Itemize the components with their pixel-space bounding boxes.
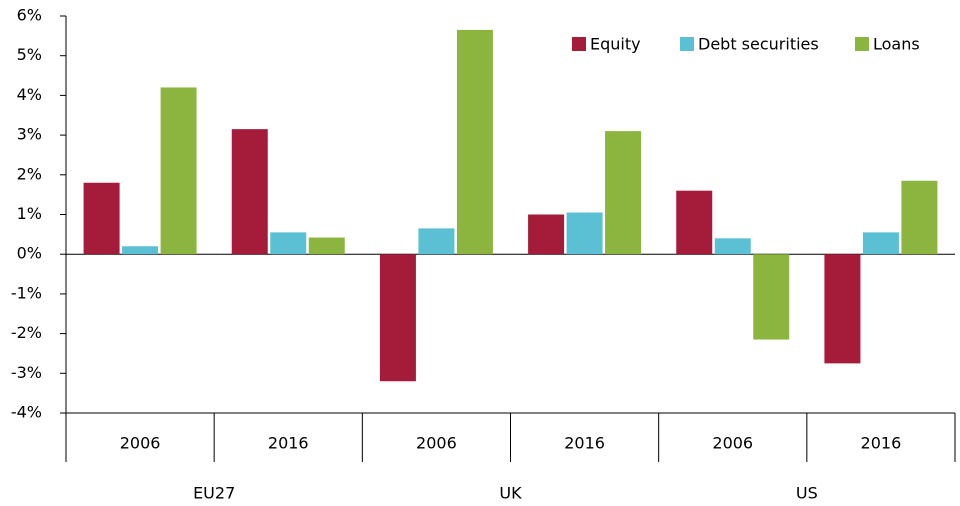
legend-swatch bbox=[572, 37, 586, 51]
y-tick-label: 2% bbox=[17, 164, 42, 183]
legend-label: Equity bbox=[590, 35, 641, 54]
bar bbox=[862, 232, 899, 255]
bar bbox=[379, 254, 416, 382]
bar bbox=[605, 131, 642, 255]
bar bbox=[528, 214, 565, 255]
group-label: UK bbox=[499, 484, 522, 503]
x-tick-label: 2006 bbox=[416, 434, 457, 453]
bar bbox=[456, 29, 493, 255]
bar bbox=[753, 254, 790, 340]
y-tick-label: 5% bbox=[17, 45, 42, 64]
y-tick-label: -4% bbox=[11, 403, 42, 422]
bar bbox=[566, 212, 603, 255]
bar bbox=[418, 228, 455, 255]
x-tick-label: 2016 bbox=[861, 434, 902, 453]
y-tick-label: -1% bbox=[11, 283, 42, 302]
x-tick-label: 2016 bbox=[268, 434, 309, 453]
bar bbox=[83, 182, 120, 255]
legend-label: Debt securities bbox=[698, 35, 819, 54]
y-tick-label: 4% bbox=[17, 85, 42, 104]
legend-swatch bbox=[855, 37, 869, 51]
x-tick-label: 2006 bbox=[120, 434, 161, 453]
x-tick-label: 2006 bbox=[712, 434, 753, 453]
bar bbox=[270, 232, 307, 255]
y-tick-label: 0% bbox=[17, 244, 42, 263]
y-tick-label: -3% bbox=[11, 363, 42, 382]
group-label: EU27 bbox=[193, 484, 235, 503]
bar bbox=[122, 246, 159, 255]
y-tick-label: 1% bbox=[17, 204, 42, 223]
bar bbox=[901, 180, 938, 255]
bar bbox=[160, 87, 197, 255]
y-tick-label: 3% bbox=[17, 125, 42, 144]
bar bbox=[676, 190, 713, 255]
y-tick-label: -2% bbox=[11, 323, 42, 342]
bar bbox=[714, 238, 751, 255]
x-tick-label: 2016 bbox=[564, 434, 605, 453]
group-label: US bbox=[796, 484, 818, 503]
bar bbox=[308, 237, 345, 255]
bar bbox=[824, 254, 861, 364]
legend-label: Loans bbox=[873, 35, 920, 54]
legend-swatch bbox=[680, 37, 694, 51]
y-tick-label: 6% bbox=[17, 6, 42, 25]
bar bbox=[231, 129, 268, 255]
